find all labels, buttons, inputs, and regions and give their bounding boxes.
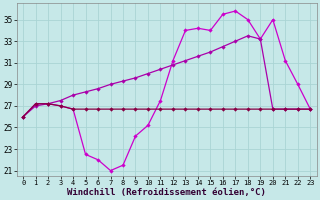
X-axis label: Windchill (Refroidissement éolien,°C): Windchill (Refroidissement éolien,°C) [67,188,266,197]
